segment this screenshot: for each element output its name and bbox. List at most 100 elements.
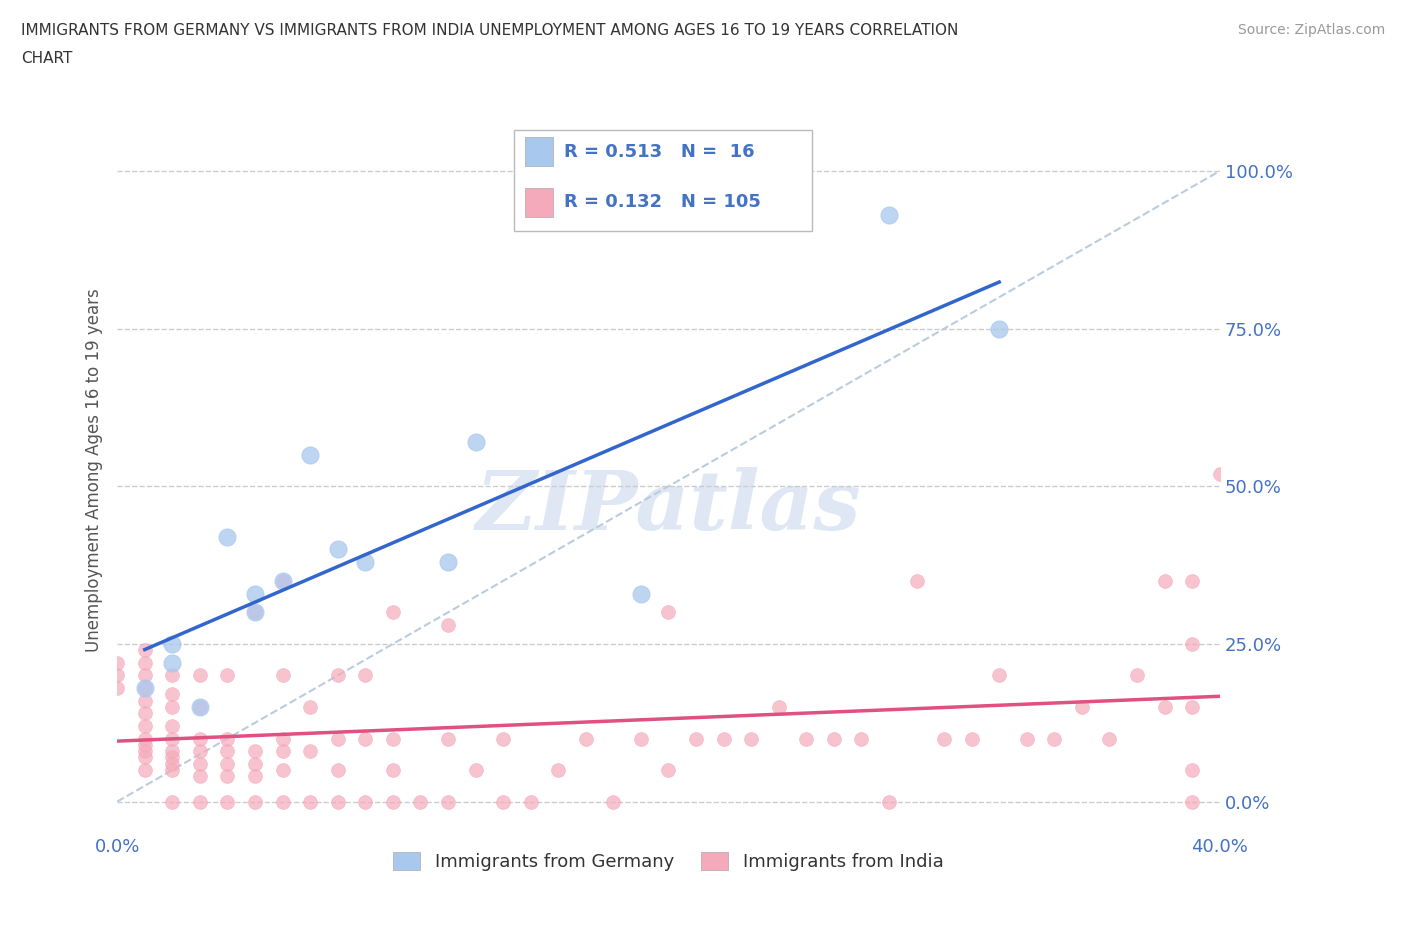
Point [1181,794,1204,809]
Point [1153,574,1175,589]
Point [271,744,294,759]
FancyBboxPatch shape [515,130,811,232]
Point [1015,731,1038,746]
Point [960,731,983,746]
Point [1181,699,1204,714]
Point [188,756,211,771]
Point [326,668,349,683]
Point [243,605,266,620]
Point [381,763,404,777]
Point [1209,466,1232,481]
Point [1153,699,1175,714]
Point [409,794,432,809]
Point [243,605,266,620]
Text: Source: ZipAtlas.com: Source: ZipAtlas.com [1237,23,1385,37]
Point [217,731,239,746]
Point [354,794,377,809]
Point [1181,636,1204,651]
Point [162,719,184,734]
Point [713,731,735,746]
Point [217,668,239,683]
Point [354,554,377,569]
Point [1098,731,1121,746]
Point [217,769,239,784]
FancyBboxPatch shape [524,188,553,217]
Point [326,763,349,777]
Point [657,605,679,620]
Point [217,529,239,544]
Point [1181,763,1204,777]
Point [162,668,184,683]
Text: R = 0.513   N =  16: R = 0.513 N = 16 [564,142,755,161]
Point [134,693,156,708]
Point [162,687,184,702]
Point [134,681,156,696]
Text: R = 0.132   N = 105: R = 0.132 N = 105 [564,193,761,211]
Point [243,756,266,771]
Point [188,699,211,714]
Point [685,731,707,746]
Point [492,794,515,809]
Point [271,574,294,589]
Point [519,794,541,809]
Point [988,668,1011,683]
Point [271,668,294,683]
Point [1070,699,1092,714]
Point [1126,668,1149,683]
Point [575,731,598,746]
Point [602,794,624,809]
Point [105,668,128,683]
Point [932,731,955,746]
Point [188,731,211,746]
Point [492,731,515,746]
Point [134,706,156,721]
Point [326,731,349,746]
Text: ZIPatlas: ZIPatlas [475,467,862,547]
Point [243,586,266,601]
Point [162,636,184,651]
Point [630,731,652,746]
Point [105,681,128,696]
Point [657,763,679,777]
Point [162,756,184,771]
Point [354,668,377,683]
Point [794,731,817,746]
Point [134,744,156,759]
Point [134,737,156,752]
Point [851,731,873,746]
Point [162,763,184,777]
Point [162,794,184,809]
Point [437,618,460,632]
FancyBboxPatch shape [524,137,553,166]
Point [134,656,156,671]
Point [188,699,211,714]
Point [299,794,322,809]
Point [547,763,569,777]
Point [134,731,156,746]
Point [271,731,294,746]
Point [134,681,156,696]
Point [217,794,239,809]
Point [823,731,845,746]
Point [740,731,762,746]
Point [188,794,211,809]
Point [188,668,211,683]
Point [437,554,460,569]
Point [326,542,349,557]
Point [134,763,156,777]
Point [217,744,239,759]
Point [162,744,184,759]
Y-axis label: Unemployment Among Ages 16 to 19 years: Unemployment Among Ages 16 to 19 years [86,288,103,653]
Point [243,744,266,759]
Point [354,731,377,746]
Point [437,794,460,809]
Point [134,643,156,658]
Point [271,763,294,777]
Point [299,447,322,462]
Point [134,668,156,683]
Text: CHART: CHART [21,51,73,66]
Point [988,321,1011,336]
Point [162,731,184,746]
Point [217,756,239,771]
Point [188,769,211,784]
